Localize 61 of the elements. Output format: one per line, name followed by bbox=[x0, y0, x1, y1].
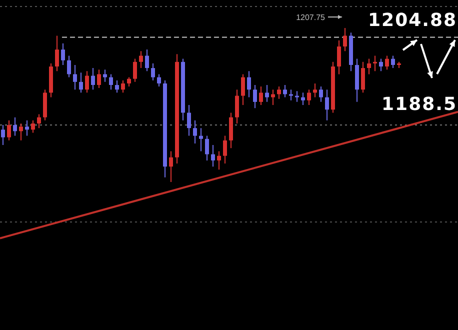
candlestick bbox=[313, 82, 317, 98]
candlestick bbox=[127, 76, 131, 88]
candlestick bbox=[193, 120, 197, 144]
candlestick bbox=[385, 55, 389, 70]
candlestick bbox=[7, 120, 11, 141]
candlestick bbox=[145, 49, 149, 72]
candlestick bbox=[199, 128, 203, 152]
candlestick bbox=[121, 80, 125, 94]
candlestick bbox=[301, 92, 305, 106]
candlestick bbox=[229, 112, 233, 149]
candlestick bbox=[61, 42, 65, 66]
candlestick bbox=[319, 86, 323, 102]
candlestick bbox=[283, 84, 287, 98]
candlestick bbox=[19, 122, 23, 141]
candlestick bbox=[97, 69, 101, 89]
candlestick bbox=[115, 80, 119, 94]
candlestick bbox=[67, 55, 71, 78]
candlestick bbox=[211, 144, 215, 168]
candlestick bbox=[259, 86, 263, 106]
candlestick bbox=[379, 58, 383, 72]
candlestick bbox=[157, 74, 161, 88]
candlestick bbox=[361, 61, 365, 94]
text: 1207.75 bbox=[296, 13, 326, 22]
candlestick bbox=[169, 150, 173, 182]
candlestick bbox=[253, 84, 257, 109]
candlestick bbox=[1, 124, 5, 146]
candlestick bbox=[217, 150, 221, 170]
candlestick bbox=[151, 62, 155, 81]
candlestick bbox=[109, 74, 113, 90]
candlestick bbox=[325, 89, 329, 121]
candlestick bbox=[79, 72, 83, 94]
candlestick bbox=[91, 68, 95, 90]
candlestick bbox=[337, 40, 341, 75]
candlestick bbox=[31, 120, 35, 134]
annotation: 1188.5 bbox=[382, 94, 457, 115]
candlestick bbox=[55, 35, 59, 72]
candlestick bbox=[367, 58, 371, 75]
candlestick bbox=[235, 89, 239, 124]
annotation: 1204.88 bbox=[368, 10, 457, 31]
candlestick bbox=[373, 55, 377, 72]
candlestick bbox=[103, 69, 107, 82]
candlestick bbox=[187, 104, 191, 136]
candlestick bbox=[133, 58, 137, 82]
candlestick bbox=[13, 116, 17, 136]
candlestick bbox=[73, 64, 77, 90]
candlestick bbox=[247, 70, 251, 98]
candlestick bbox=[271, 89, 275, 106]
candlestick bbox=[139, 50, 143, 69]
candlestick bbox=[223, 135, 227, 164]
candlestick bbox=[205, 135, 209, 161]
candlestick bbox=[343, 28, 347, 52]
candlestick bbox=[241, 74, 245, 106]
candlestick bbox=[295, 90, 299, 102]
candlestick bbox=[391, 55, 395, 69]
candlestick bbox=[265, 84, 269, 102]
candlestick bbox=[37, 114, 41, 129]
candlestick bbox=[307, 89, 311, 106]
candlestick bbox=[277, 86, 281, 100]
candlestick bbox=[289, 89, 293, 101]
candlestick bbox=[25, 120, 29, 136]
candlestick bbox=[85, 70, 89, 94]
